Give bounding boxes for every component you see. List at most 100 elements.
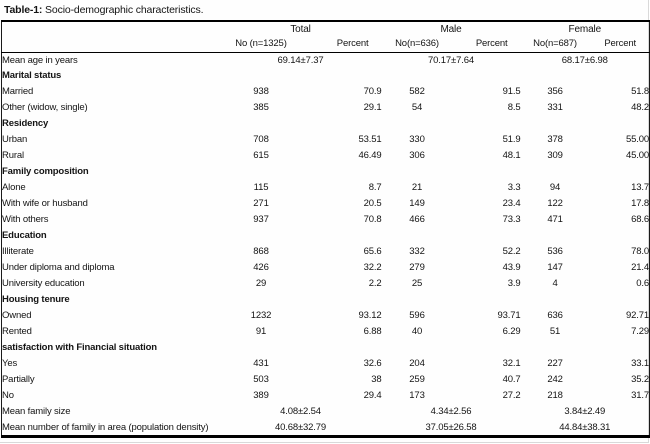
- row-label: No: [2, 390, 14, 402]
- row-label: Under diploma and diploma: [2, 262, 115, 274]
- row-label: Partially: [2, 374, 35, 386]
- socio-demographic-table: Total Male Female No (n=1325) Percent No…: [1, 20, 650, 438]
- table-row: Married 938 70.9 582 91.5 356 51.8: [2, 84, 650, 100]
- cell-percent: 33.1: [631, 358, 650, 370]
- cell-percent: 0.6: [636, 278, 650, 290]
- cell-percent: 53.51: [358, 134, 382, 146]
- cell-count: 242: [547, 374, 563, 386]
- cell-percent: 70.9: [363, 86, 382, 98]
- cell-percent: 23.4: [502, 198, 521, 210]
- row-label: Yes: [2, 358, 18, 370]
- table-caption-number: Table-1:: [4, 4, 43, 16]
- group-header-male: Male: [440, 24, 462, 35]
- row-label: With wife or husband: [2, 198, 88, 210]
- row-label: Mean age in years: [2, 54, 78, 66]
- cell-mean-value: 37.05±26.58: [425, 421, 477, 433]
- table-row: Mean family size 4.08±2.54 4.34±2.56 3.84±2…: [2, 404, 650, 420]
- section-label: Residency: [2, 118, 49, 130]
- cell-percent: 65.6: [363, 246, 382, 258]
- section-label: Family composition: [2, 166, 89, 178]
- cell-count: 385: [253, 102, 269, 114]
- row-label: Married: [2, 86, 34, 98]
- row-label: University education: [2, 278, 85, 290]
- cell-percent: 68.6: [631, 214, 650, 226]
- cell-percent: 48.2: [631, 102, 650, 114]
- cell-count: 149: [409, 198, 425, 210]
- table-header: Total Male Female No (n=1325) Percent No…: [1, 21, 650, 52]
- cell-percent: 73.3: [502, 214, 521, 226]
- table-row: With others 937 70.8 466 73.3 471 68.6: [2, 212, 650, 228]
- cell-percent: 48.1: [502, 150, 521, 162]
- table-caption-text: Socio-demographic characteristics.: [42, 4, 204, 16]
- table-body: Mean age in years 69.14±7.37 70.17±7.64 68.…: [2, 52, 650, 436]
- cell-percent: 92.71: [626, 310, 650, 322]
- cell-percent: 32.2: [363, 262, 382, 274]
- section-label: Marital status: [2, 70, 62, 82]
- column-header-total-n: No (n=1325): [235, 37, 287, 49]
- cell-percent: 32.6: [363, 358, 382, 370]
- table-row: Illiterate 868 65.6 332 52.2 536 78.0: [2, 244, 650, 260]
- cell-count: 94: [549, 182, 561, 194]
- cell-count: 147: [547, 262, 563, 274]
- cell-percent: 8.5: [507, 102, 521, 114]
- table-row: Marital status: [2, 68, 650, 84]
- table-row: Yes 431 32.6 204 32.1 227 33.1: [2, 356, 650, 372]
- cell-count: 1232: [250, 310, 272, 322]
- cell-count: 309: [547, 150, 563, 162]
- table-row: Rented 91 6.88 40 6.29 51 7.29: [2, 324, 650, 340]
- cell-mean-value: 68.17±6.98: [561, 54, 608, 66]
- cell-count: 378: [547, 134, 563, 146]
- table-caption: Table-1: Socio-demographic characteristi…: [0, 0, 648, 20]
- table-row: University education 29 2.2 25 3.9 4 0.6: [2, 276, 650, 292]
- cell-count: 471: [547, 214, 563, 226]
- table-row: Mean age in years 69.14±7.37 70.17±7.64 68.…: [2, 52, 650, 68]
- table-row: Rural 615 46.49 306 48.1 309 45.00: [2, 148, 650, 164]
- cell-mean-value: 3.84±2.49: [564, 406, 606, 418]
- cell-mean-value: 4.08±2.54: [280, 406, 321, 418]
- cell-count: 582: [409, 86, 425, 98]
- table-row: Under diploma and diploma 426 32.2 279 43.9 1…: [2, 260, 650, 276]
- cell-mean-value: 44.84±38.31: [559, 421, 611, 433]
- cell-count: 330: [409, 134, 425, 146]
- cell-percent: 2.2: [368, 278, 382, 290]
- cell-count: 431: [253, 358, 269, 370]
- cell-count: 173: [409, 390, 425, 402]
- column-header-male-pct: Percent: [475, 37, 508, 49]
- cell-count: 25: [411, 278, 423, 290]
- cell-percent: 29.4: [363, 390, 382, 402]
- cell-count: 218: [547, 390, 563, 402]
- cell-count: 122: [547, 198, 563, 210]
- cell-mean-value: 69.14±7.37: [277, 54, 324, 66]
- cell-count: 389: [253, 390, 269, 402]
- cell-percent: 40.7: [502, 374, 521, 386]
- table-row: No 389 29.4 173 27.2 218 31.7: [2, 388, 650, 404]
- cell-count: 615: [253, 150, 269, 162]
- cell-count: 54: [411, 102, 423, 114]
- row-label: Mean family size: [2, 406, 71, 418]
- cell-percent: 17.8: [631, 198, 650, 210]
- cell-count: 503: [253, 374, 269, 386]
- cell-percent: 27.2: [502, 390, 521, 402]
- cell-count: 636: [547, 310, 563, 322]
- table-row: Education: [2, 228, 650, 244]
- cell-count: 426: [253, 262, 269, 274]
- column-header-female-n: No(n=687): [533, 37, 577, 49]
- group-header-total: Total: [290, 24, 311, 35]
- cell-count: 271: [253, 198, 269, 210]
- table-row: Residency: [2, 116, 650, 132]
- table-row: Alone 115 8.7 21 3.3 94 13.7: [2, 180, 650, 196]
- cell-count: 708: [253, 134, 269, 146]
- cell-count: 868: [253, 246, 269, 258]
- cell-percent: 32.1: [502, 358, 521, 370]
- cell-count: 356: [547, 86, 563, 98]
- cell-count: 306: [409, 150, 425, 162]
- empty-header-cell: [2, 35, 220, 52]
- cell-percent: 52.2: [502, 246, 521, 258]
- cell-percent: 3.9: [507, 278, 521, 290]
- cell-percent: 29.1: [363, 102, 382, 114]
- cell-percent: 21.4: [631, 262, 650, 274]
- row-label: Owned: [2, 310, 32, 322]
- cell-percent: 93.71: [497, 310, 521, 322]
- section-label: Housing tenure: [2, 294, 70, 306]
- section-label: Education: [2, 230, 47, 242]
